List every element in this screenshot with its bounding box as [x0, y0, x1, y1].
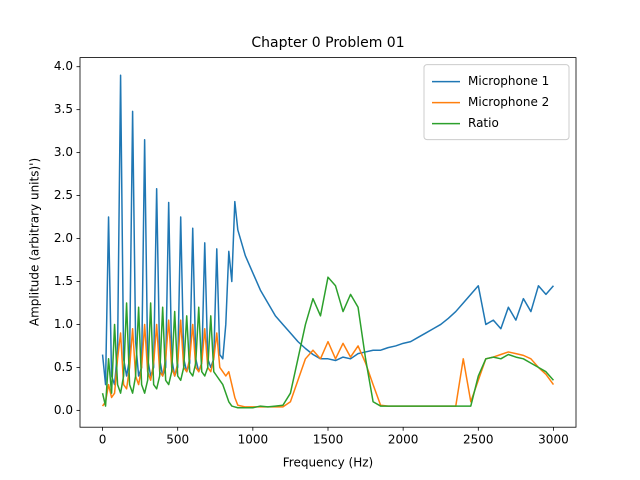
- legend-label: Microphone 1: [468, 74, 549, 88]
- legend-label: Microphone 2: [468, 95, 549, 109]
- x-tick-label: 0: [99, 433, 107, 447]
- legend-label: Ratio: [468, 116, 499, 130]
- x-axis-label: Frequency (Hz): [283, 456, 374, 470]
- x-tick-label: 1000: [238, 433, 269, 447]
- y-tick-label: 2.5: [54, 188, 73, 202]
- data-line: [101, 74, 555, 386]
- y-tick-label: 2.0: [54, 231, 73, 245]
- x-tick-label: 1500: [313, 433, 344, 447]
- x-tick-label: 2500: [463, 433, 494, 447]
- legend-box: [423, 64, 570, 141]
- y-tick-label: 3.5: [54, 102, 73, 116]
- y-tick-label: 3.0: [54, 145, 73, 159]
- x-tick-label: 2000: [388, 433, 419, 447]
- y-tick-label: 0.5: [54, 360, 73, 374]
- y-tick-label: 1.0: [54, 317, 73, 331]
- chart-title: Chapter 0 Problem 01: [251, 35, 404, 51]
- y-axis-label: Amplitude (arbitrary units)'): [28, 158, 42, 326]
- y-tick-label: 0.0: [54, 403, 73, 417]
- y-tick-label: 1.5: [54, 274, 73, 288]
- data-line: [101, 276, 555, 409]
- x-tick-label: 3000: [538, 433, 569, 447]
- y-tick-label: 4.0: [54, 59, 73, 73]
- x-tick-label: 500: [166, 433, 189, 447]
- data-line: [101, 319, 555, 408]
- plot-frame: [79, 57, 577, 428]
